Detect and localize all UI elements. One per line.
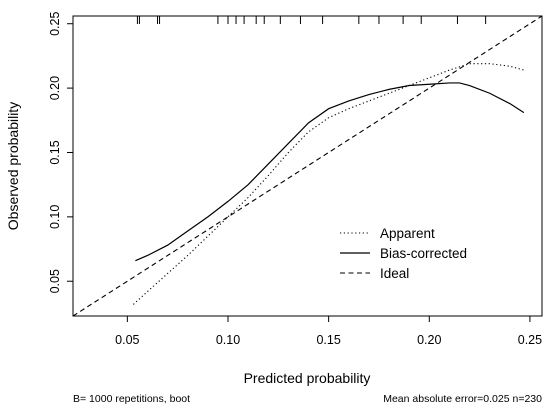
legend-label: Apparent bbox=[380, 226, 435, 241]
y-tick-label: 0.25 bbox=[48, 12, 62, 36]
legend: Apparent Bias-corrected Ideal bbox=[340, 226, 467, 281]
series-line-bias-corrected bbox=[135, 82, 525, 262]
series-line-ideal bbox=[72, 15, 543, 317]
y-tick-label: 0.05 bbox=[48, 269, 62, 293]
plot-frame bbox=[72, 15, 543, 317]
footnote-right: Mean absolute error=0.025 n=230 bbox=[383, 393, 542, 405]
x-tick-label: 0.20 bbox=[417, 333, 441, 347]
x-tick-label: 0.05 bbox=[115, 333, 139, 347]
series-line-apparent bbox=[133, 63, 525, 305]
y-tick-label: 0.15 bbox=[48, 140, 62, 164]
x-tick-label: 0.15 bbox=[316, 333, 340, 347]
footnote-left: B= 1000 repetitions, boot bbox=[73, 393, 190, 405]
legend-label: Ideal bbox=[380, 266, 409, 281]
x-tick-label: 0.25 bbox=[518, 333, 542, 347]
x-tick-label: 0.10 bbox=[216, 333, 240, 347]
x-axis: 0.05 0.10 0.15 0.20 0.25 bbox=[115, 316, 542, 347]
x-axis-title: Predicted probability bbox=[244, 370, 371, 386]
y-tick-label: 0.10 bbox=[48, 205, 62, 229]
series-lines bbox=[72, 15, 543, 317]
y-axis-title: Observed probability bbox=[5, 102, 21, 230]
y-axis: 0.05 0.10 0.15 0.20 0.25 bbox=[48, 12, 73, 293]
rug-marks bbox=[136, 16, 487, 24]
y-tick-label: 0.20 bbox=[48, 76, 62, 100]
legend-label: Bias-corrected bbox=[380, 246, 467, 261]
